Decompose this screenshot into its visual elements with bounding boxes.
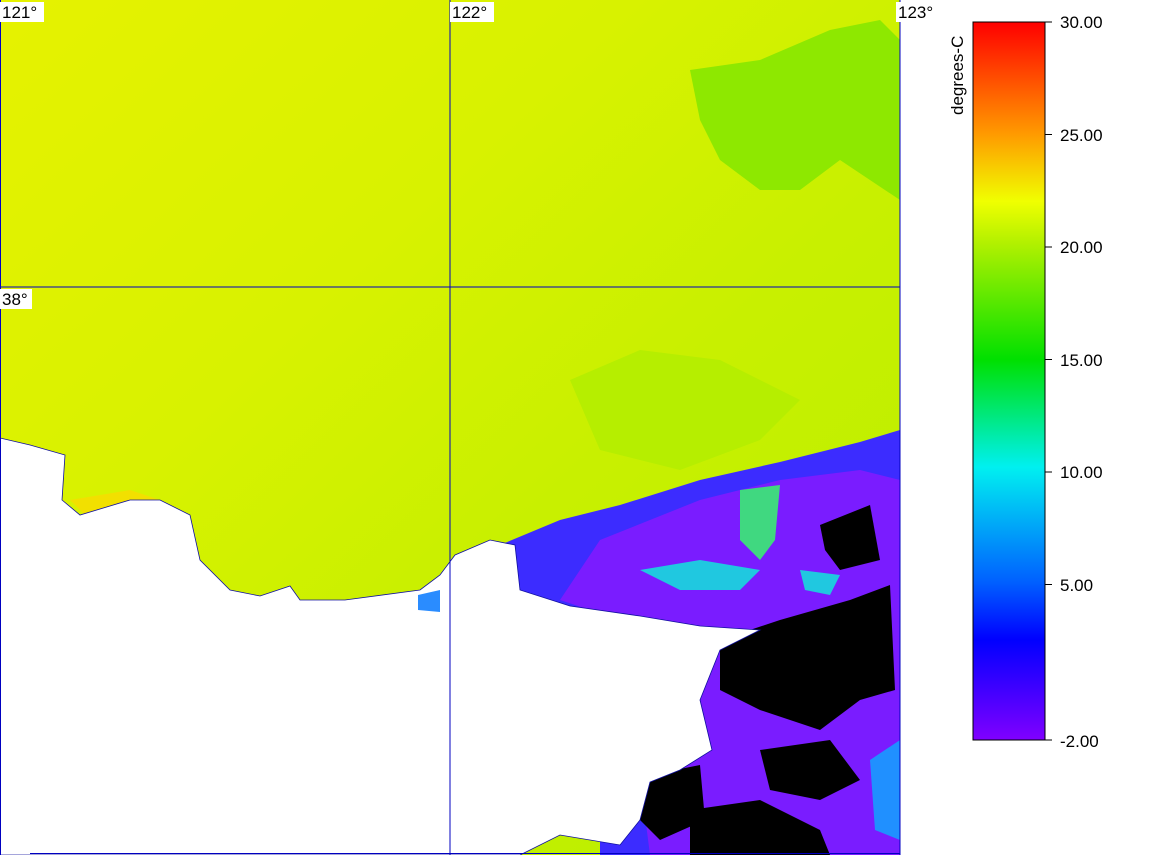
label-background — [896, 2, 942, 22]
scale-ticks — [1045, 21, 1052, 741]
scale-label: 10.00 — [1060, 463, 1103, 482]
bay-water — [418, 590, 440, 612]
legend-unit: degrees-C — [948, 36, 967, 115]
cyan-patch — [640, 560, 760, 590]
cyan-patch — [800, 570, 840, 595]
no-data — [720, 585, 895, 730]
scale-label: 20.00 — [1060, 238, 1103, 257]
cool-patch — [570, 350, 800, 470]
scale-label: 30.00 — [1060, 13, 1103, 32]
label-background — [0, 289, 32, 309]
longitude-label: 122° — [452, 3, 487, 22]
label-background — [450, 2, 494, 22]
scale-label: 25.00 — [1060, 126, 1103, 145]
longitude-label: 121° — [2, 3, 37, 22]
scale-label: 15.00 — [1060, 351, 1103, 370]
no-data — [760, 740, 860, 800]
scale-label: -2.00 — [1060, 732, 1099, 751]
no-data — [640, 765, 705, 840]
no-data — [690, 800, 830, 855]
land — [0, 437, 762, 855]
color-scale — [972, 21, 1046, 741]
label-background — [0, 2, 44, 22]
cool-patch — [690, 20, 900, 200]
no-data — [820, 505, 880, 570]
blue-patch — [870, 740, 900, 840]
scale-label: 5.00 — [1060, 576, 1093, 595]
cyan-patch — [740, 485, 780, 560]
longitude-label: 123° — [898, 3, 933, 22]
latitude-label: 38° — [2, 290, 28, 309]
